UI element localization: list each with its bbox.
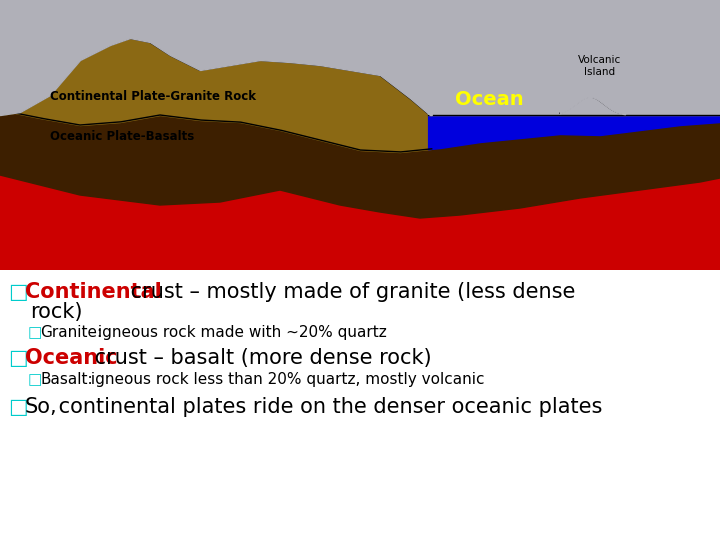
Text: crust – mostly made of granite (less dense: crust – mostly made of granite (less den… [124,282,575,302]
Text: Continental: Continental [24,282,161,302]
Text: □: □ [28,325,42,340]
Text: Granite:: Granite: [40,325,102,340]
Text: □: □ [8,282,28,302]
Text: igneous rock less than 20% quartz, mostly volcanic: igneous rock less than 20% quartz, mostl… [86,372,485,387]
Text: □: □ [28,372,42,387]
Text: Continental Plate-Granite Rock: Continental Plate-Granite Rock [50,90,256,103]
Text: Ocean: Ocean [455,90,523,109]
Text: □: □ [8,348,28,368]
Text: Oceanic Plate-Basalts: Oceanic Plate-Basalts [50,130,194,143]
Text: crust – basalt (more dense rock): crust – basalt (more dense rock) [88,348,431,368]
Text: So,: So, [24,397,57,417]
Text: Basalt:: Basalt: [40,372,93,387]
Text: rock): rock) [30,302,83,322]
Text: Volcanic
Island: Volcanic Island [578,56,621,77]
Text: Oceanic: Oceanic [24,348,117,368]
Text: igneous rock made with ~20% quartz: igneous rock made with ~20% quartz [93,325,387,340]
Text: □: □ [8,397,28,417]
Text: continental plates ride on the denser oceanic plates: continental plates ride on the denser oc… [52,397,602,417]
